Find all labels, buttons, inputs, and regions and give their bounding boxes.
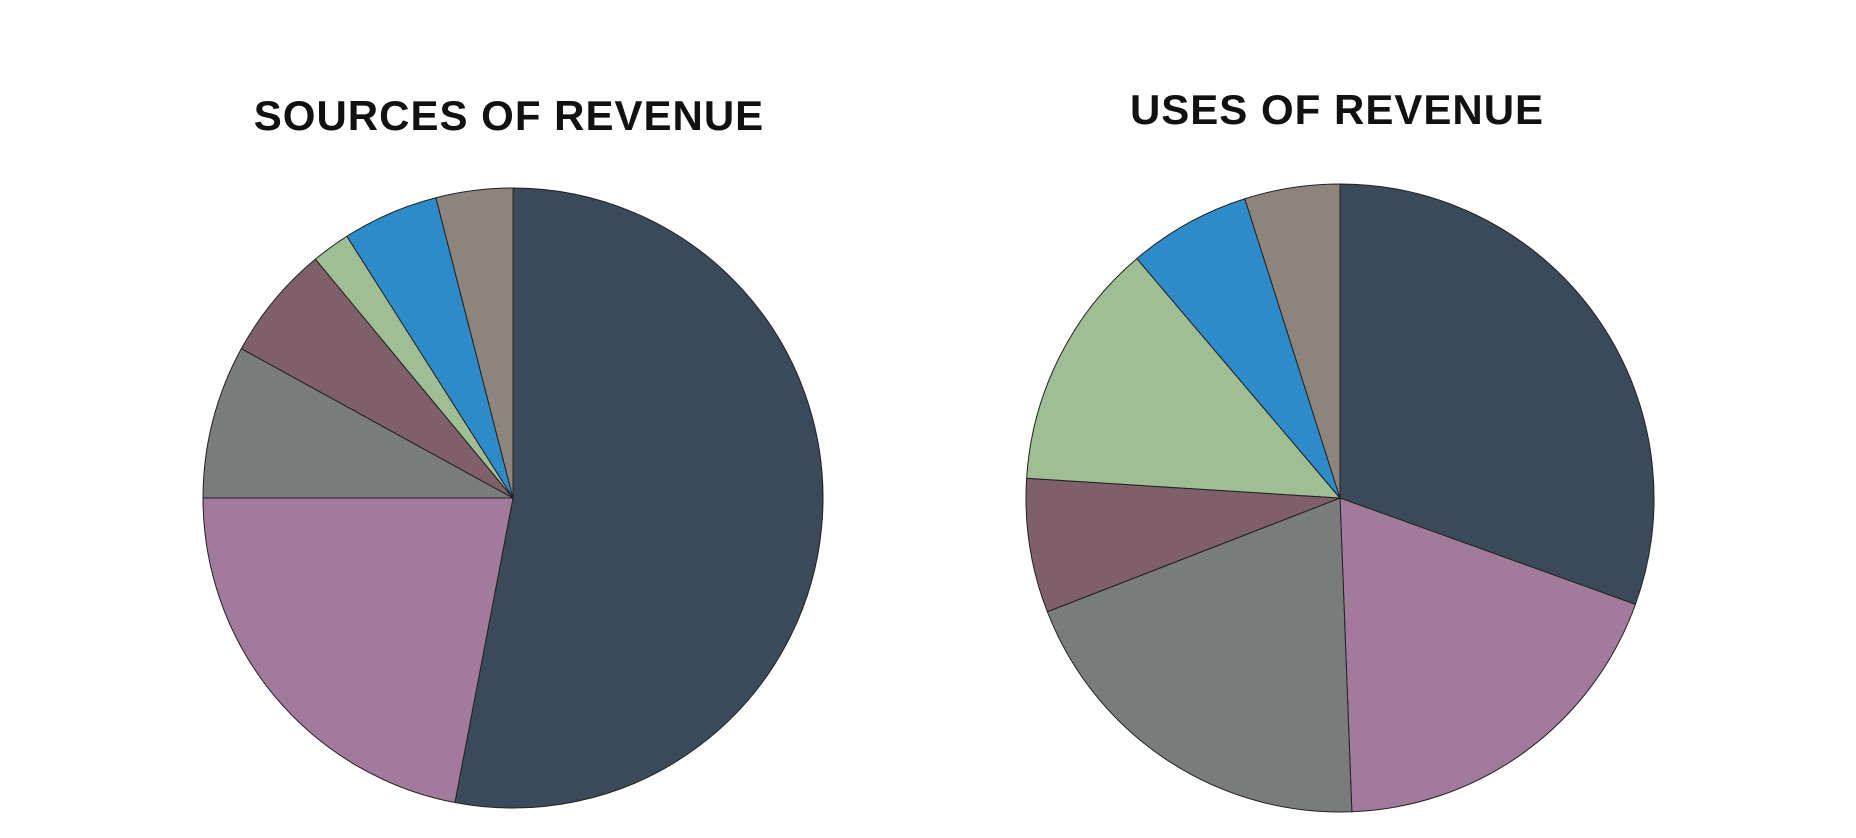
pie-slice [1136,198,1341,499]
pie-slice [202,347,514,499]
pie-slice [1339,183,1655,606]
pie-slice [1026,257,1342,499]
chart-title: SOURCES OF REVENUE [254,92,764,139]
pie-slice [1339,497,1637,813]
pie-slice [454,187,824,809]
pie-slice [1244,183,1341,499]
pie-slice [435,187,514,499]
chart-title: USES OF REVENUE [1130,86,1544,133]
pie-slice [1046,497,1353,813]
pie-slice [1025,477,1341,613]
pie-slice [202,497,514,804]
